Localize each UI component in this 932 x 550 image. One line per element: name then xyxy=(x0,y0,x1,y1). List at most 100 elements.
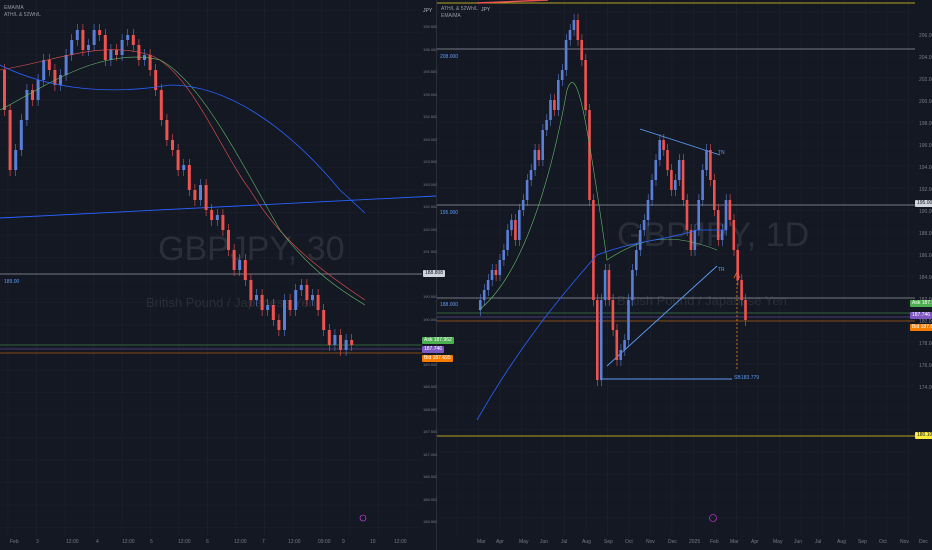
candle-body xyxy=(339,335,342,350)
right-price-tick: 174.000 xyxy=(919,385,932,391)
candle-body xyxy=(176,150,180,170)
candle-body xyxy=(646,200,650,220)
right-watermark-name: British Pound / Japanese Yen xyxy=(617,293,787,308)
candle-body xyxy=(693,230,697,250)
candle-body xyxy=(171,140,174,150)
left-price-tick: 185.500 xyxy=(423,519,438,524)
candle-body xyxy=(529,170,533,180)
left-price-tick: 194.000 xyxy=(423,136,438,142)
candle-body xyxy=(494,270,498,275)
right-x-tick: Mar xyxy=(730,539,739,545)
candle-body xyxy=(635,250,638,270)
candle-body xyxy=(25,90,29,120)
left-x-tick: 3 xyxy=(36,539,39,545)
candle-body xyxy=(271,305,275,320)
right-price-tick: 204.000 xyxy=(919,55,932,61)
right-x-tick: Sep xyxy=(604,539,613,545)
left-price-badge: Ask 187.962 xyxy=(422,337,454,344)
candle-body xyxy=(486,280,490,290)
right-price-tick: 198.000 xyxy=(919,121,932,127)
right-x-tick: Oct xyxy=(879,539,887,545)
trend-label-top: TN xyxy=(718,150,725,156)
candle-body xyxy=(266,305,270,310)
candle-body xyxy=(701,170,704,200)
right-left-label-2: 188.000 xyxy=(440,302,459,308)
candle-body xyxy=(537,150,541,160)
candle-body xyxy=(42,60,46,80)
candle-body xyxy=(709,150,712,180)
candle-body xyxy=(740,280,743,300)
candle-body xyxy=(47,60,51,70)
right-event-marker xyxy=(709,514,717,522)
candle-body xyxy=(588,110,591,200)
right-currency: JPY xyxy=(481,7,491,13)
left-price-tick: 193.000 xyxy=(423,181,438,187)
candle-body xyxy=(533,150,537,170)
candle-body xyxy=(514,220,517,240)
left-level-badge: 188.808 xyxy=(423,270,446,277)
candle-body xyxy=(502,250,505,260)
candle-body xyxy=(681,160,685,200)
left-event-marker xyxy=(359,514,367,522)
candle-body xyxy=(294,290,298,310)
left-x-tick: Feb xyxy=(10,539,19,545)
candle-body xyxy=(215,215,219,220)
support-label: 183.779 xyxy=(741,375,760,381)
right-price-tick: 192.000 xyxy=(919,187,932,193)
candle-body xyxy=(8,110,12,170)
right-indicator-ath[interactable]: ATH/L & 52Wh/L xyxy=(441,6,478,12)
right-price-badge: Bid 187.695 xyxy=(910,324,932,331)
trend-label-bottom: TR xyxy=(718,267,725,273)
left-price-axis[interactable]: JPY 196.500 196.000 195.500 195.000 194.500 1… xyxy=(422,0,438,550)
candle-body xyxy=(3,70,6,110)
left-chart-pane[interactable]: GBPJPY, 30 British Pound / Japanese Yen Fe… xyxy=(0,0,437,550)
candle-body xyxy=(221,215,225,230)
left-price-tick: 196.500 xyxy=(423,24,438,29)
candle-body xyxy=(260,295,264,310)
candle-body xyxy=(255,295,258,300)
right-x-tick: May xyxy=(773,539,783,545)
candle-body xyxy=(182,165,186,170)
candle-body xyxy=(685,200,689,230)
right-x-tick: May xyxy=(519,539,529,545)
candle-body xyxy=(541,130,544,160)
left-level-label: 189.00 xyxy=(4,279,20,285)
candle-body xyxy=(549,100,552,120)
candle-body xyxy=(615,330,619,360)
left-x-tick: 12:00 xyxy=(178,539,191,545)
right-indicator-ema[interactable]: EMA/MA xyxy=(441,13,461,19)
candle-body xyxy=(705,150,708,170)
right-chart-pane[interactable]: GBPJPY, 1D British Pound / Japanese Yen Ma… xyxy=(437,0,932,550)
left-currency: JPY xyxy=(423,8,433,14)
right-price-tick: 186.000 xyxy=(919,253,932,259)
candle-body xyxy=(288,300,292,310)
right-left-label-0: 208.000 xyxy=(440,54,459,60)
right-x-tick: Mar xyxy=(477,539,486,545)
candle-body xyxy=(103,35,107,60)
candle-body xyxy=(311,295,314,300)
left-indicator-ath[interactable]: ATH/L & 52Wh/L xyxy=(4,12,41,18)
right-x-tick: Sep xyxy=(858,539,867,545)
right-price-badge: 187.746 xyxy=(910,312,932,319)
candle-body xyxy=(98,30,102,35)
right-price-tick: 202.000 xyxy=(919,77,932,83)
right-level-badge: 195.000 xyxy=(915,200,932,207)
candle-body xyxy=(199,185,202,200)
right-x-tick: Apr xyxy=(751,539,759,545)
left-indicator-ema[interactable]: EMA/MA xyxy=(4,5,24,11)
candle-body xyxy=(482,290,486,300)
candle-body xyxy=(736,250,739,280)
right-x-tick: Nov xyxy=(900,539,909,545)
left-price-badge: 187.746 xyxy=(422,346,445,353)
right-target-badge: 180.102 xyxy=(915,432,932,439)
support-trendline xyxy=(606,265,718,367)
candle-body xyxy=(204,185,208,210)
right-chart-canvas[interactable]: GBPJPY, 1D British Pound / Japanese Yen Ma… xyxy=(437,0,932,550)
left-price-tick: 187.500 xyxy=(423,429,438,434)
right-x-tick: Oct xyxy=(625,539,633,545)
candle-body xyxy=(654,160,658,180)
candle-body xyxy=(650,180,654,200)
ath-marker xyxy=(476,0,549,4)
candle-body xyxy=(580,40,583,60)
